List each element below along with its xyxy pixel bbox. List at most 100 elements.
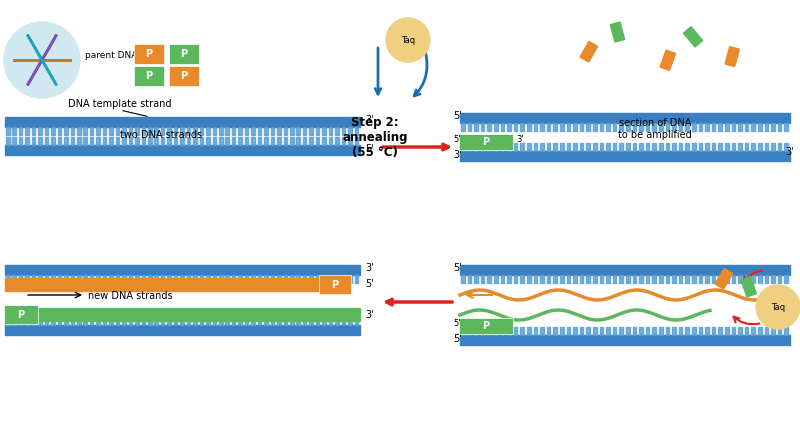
Bar [26, 317, 29, 325]
Bar [64, 317, 68, 325]
Bar [148, 275, 151, 283]
Bar [514, 275, 518, 283]
Bar [593, 143, 597, 151]
Bar [745, 143, 749, 151]
Bar [751, 123, 755, 131]
Bar [784, 143, 788, 151]
Bar [467, 123, 471, 131]
Bar [154, 317, 158, 325]
Bar [778, 123, 782, 131]
Bar [83, 137, 87, 145]
Bar [507, 327, 511, 335]
Bar [142, 137, 145, 145]
Bar [705, 275, 709, 283]
Text: P: P [146, 71, 153, 81]
Bar [619, 275, 623, 283]
Bar [174, 127, 178, 135]
Bar [534, 123, 538, 131]
Bar [546, 123, 550, 131]
Bar [692, 327, 696, 335]
Bar [174, 137, 178, 145]
Bar [481, 275, 485, 283]
FancyBboxPatch shape [169, 66, 199, 86]
Bar [102, 127, 106, 135]
Bar [264, 137, 268, 145]
Bar [725, 143, 729, 151]
Text: 5': 5' [453, 111, 462, 121]
Circle shape [756, 285, 800, 329]
Bar [520, 143, 524, 151]
Bar [110, 275, 113, 283]
Circle shape [4, 22, 80, 98]
Bar [129, 127, 132, 135]
Bar [639, 123, 643, 131]
Bar [745, 123, 749, 131]
Bar [38, 275, 42, 283]
Bar [245, 317, 248, 325]
Bar [348, 127, 352, 135]
Text: P: P [181, 71, 187, 81]
Bar [566, 143, 570, 151]
Bar [232, 137, 235, 145]
Bar [238, 275, 242, 283]
Bar [264, 127, 268, 135]
Bar [698, 275, 702, 283]
Bar [731, 275, 735, 283]
Bar [487, 143, 491, 151]
Bar [639, 275, 643, 283]
Bar [494, 143, 498, 151]
Bar [310, 317, 313, 325]
Bar [264, 275, 268, 283]
Bar [348, 317, 352, 325]
Bar [245, 275, 248, 283]
Bar [303, 127, 306, 135]
Text: P: P [331, 280, 338, 290]
Bar [19, 137, 22, 145]
Bar [142, 127, 145, 135]
Bar [186, 317, 190, 325]
Bar [32, 317, 35, 325]
Bar [77, 127, 81, 135]
Bar [666, 123, 670, 131]
Bar [135, 275, 138, 283]
Bar [96, 137, 100, 145]
Bar [474, 275, 478, 283]
FancyBboxPatch shape [134, 66, 164, 86]
Bar [329, 137, 332, 145]
Bar [96, 127, 100, 135]
Bar [277, 127, 281, 135]
Bar [32, 137, 35, 145]
Bar [251, 137, 254, 145]
Bar [765, 275, 768, 283]
Bar [64, 275, 68, 283]
Bar [672, 143, 676, 151]
Bar [613, 123, 617, 131]
Bar [32, 127, 35, 135]
Text: 3': 3' [365, 115, 374, 125]
Bar [83, 127, 87, 135]
Bar [712, 327, 715, 335]
Bar [599, 275, 603, 283]
Bar [501, 143, 504, 151]
Bar [599, 123, 603, 131]
Bar [527, 123, 530, 131]
Bar [193, 137, 197, 145]
Bar [297, 317, 300, 325]
Bar [474, 123, 478, 131]
Bar [712, 143, 715, 151]
Bar [573, 275, 577, 283]
Bar [270, 137, 274, 145]
Bar [270, 317, 274, 325]
Bar [348, 137, 352, 145]
Bar [731, 143, 735, 151]
Bar [264, 317, 268, 325]
Bar [58, 127, 61, 135]
Bar [560, 123, 564, 131]
Bar [540, 275, 544, 283]
Bar [322, 137, 326, 145]
Bar [580, 327, 583, 335]
Bar [6, 275, 10, 283]
Bar [135, 127, 138, 135]
Bar [573, 143, 577, 151]
Bar [290, 137, 294, 145]
